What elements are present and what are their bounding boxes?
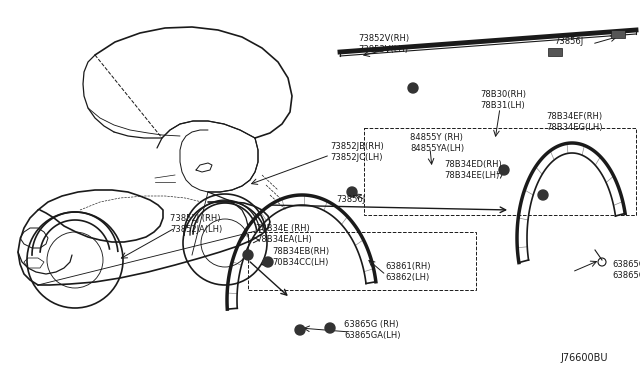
Circle shape bbox=[408, 83, 418, 93]
Text: 63865GB(RH)
63865GC(LH): 63865GB(RH) 63865GC(LH) bbox=[612, 260, 640, 280]
Bar bbox=[248, 232, 476, 290]
Circle shape bbox=[263, 257, 273, 267]
Circle shape bbox=[538, 190, 548, 200]
Text: 78B34EB(RH)
70B34CC(LH): 78B34EB(RH) 70B34CC(LH) bbox=[272, 247, 329, 267]
Text: 73852J (RH)
73852JA(LH): 73852J (RH) 73852JA(LH) bbox=[170, 214, 222, 234]
Text: 73856J: 73856J bbox=[336, 196, 365, 205]
Text: 70B34E (RH)
78B34EA(LH): 70B34E (RH) 78B34EA(LH) bbox=[256, 224, 312, 244]
Text: 78B34ED(RH)
78B34EE(LH): 78B34ED(RH) 78B34EE(LH) bbox=[444, 160, 502, 180]
Bar bbox=[364, 128, 636, 215]
Circle shape bbox=[295, 325, 305, 335]
Text: 63861(RH)
63862(LH): 63861(RH) 63862(LH) bbox=[385, 262, 431, 282]
Text: 73856J: 73856J bbox=[554, 38, 583, 46]
Bar bbox=[548, 48, 562, 56]
Text: 78B34EF(RH)
78B34EG(LH): 78B34EF(RH) 78B34EG(LH) bbox=[546, 112, 602, 132]
Text: 63865G (RH)
63865GA(LH): 63865G (RH) 63865GA(LH) bbox=[344, 320, 401, 340]
Text: 73852V(RH)
73853V(LH): 73852V(RH) 73853V(LH) bbox=[358, 34, 409, 54]
Text: J76600BU: J76600BU bbox=[560, 353, 607, 363]
Text: 73852JB(RH)
73852JC(LH): 73852JB(RH) 73852JC(LH) bbox=[330, 142, 384, 162]
Bar bbox=[611, 30, 625, 38]
Circle shape bbox=[499, 165, 509, 175]
Text: 78B30(RH)
78B31(LH): 78B30(RH) 78B31(LH) bbox=[480, 90, 526, 110]
Circle shape bbox=[347, 187, 357, 197]
Circle shape bbox=[243, 250, 253, 260]
Text: 84855Y (RH)
84855YA(LH): 84855Y (RH) 84855YA(LH) bbox=[410, 133, 464, 153]
Circle shape bbox=[325, 323, 335, 333]
